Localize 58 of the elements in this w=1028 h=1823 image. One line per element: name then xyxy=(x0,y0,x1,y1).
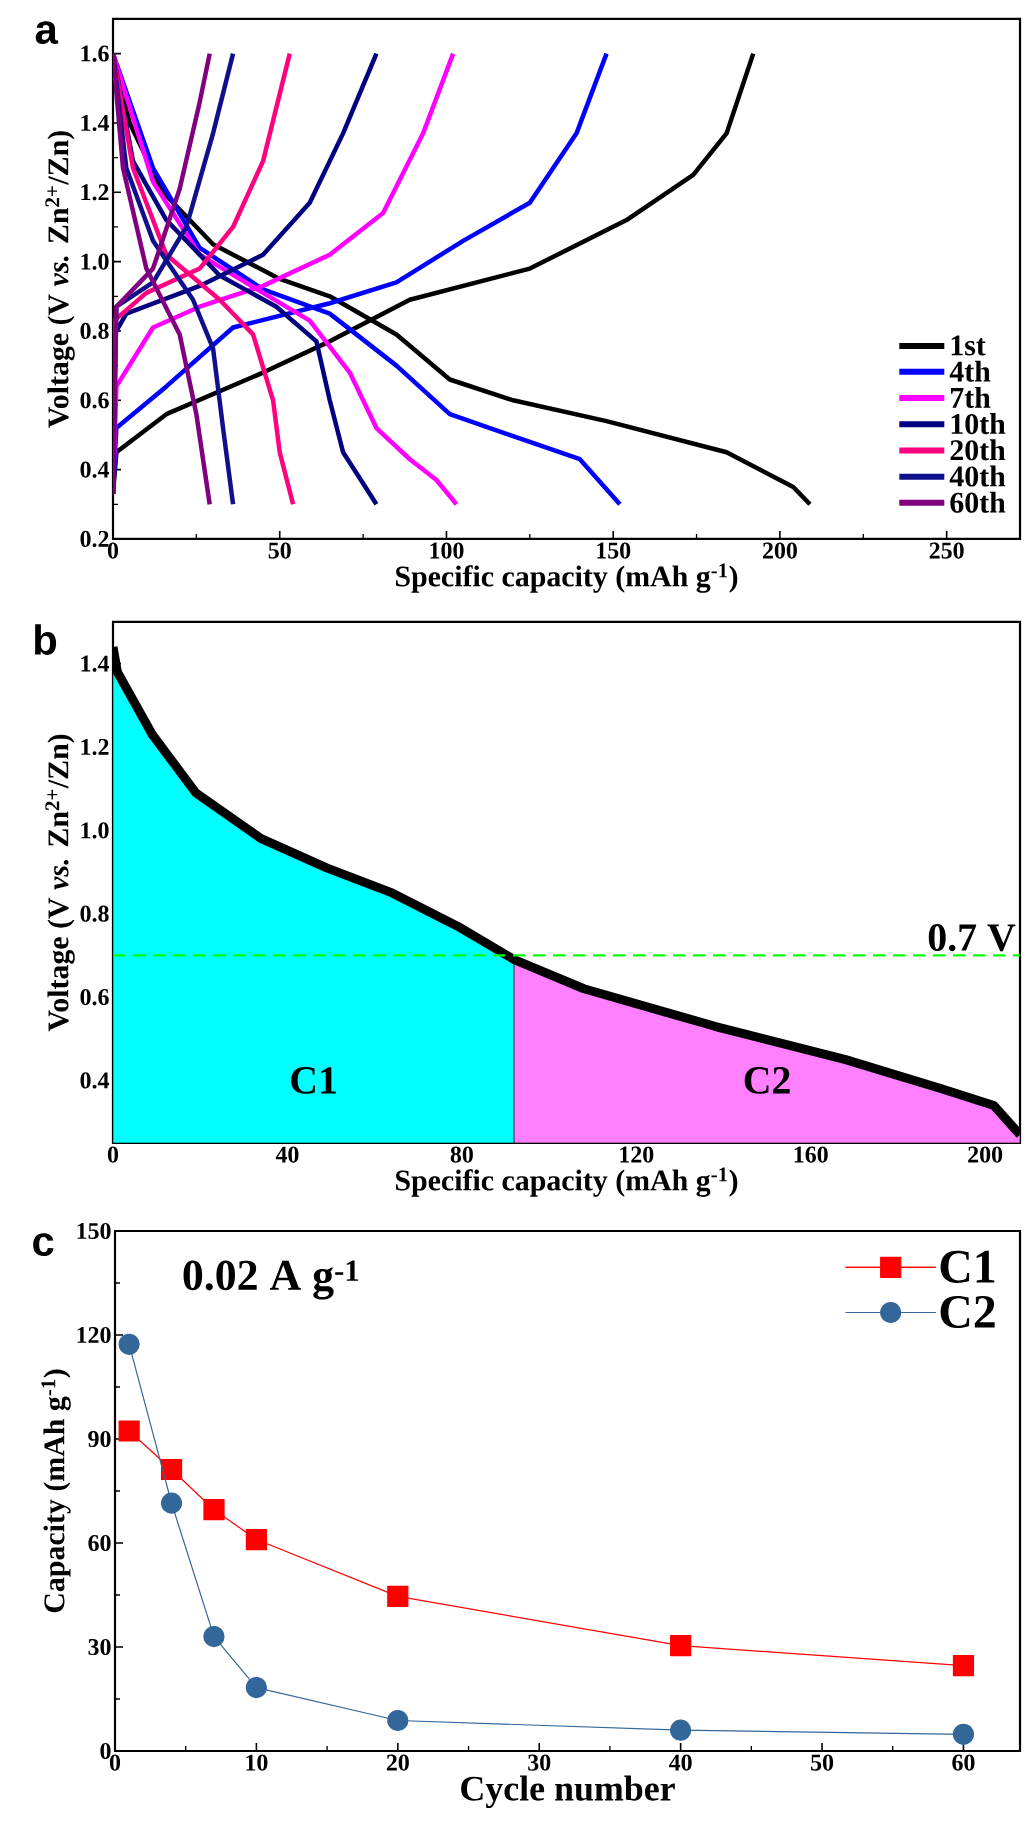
series-label: C2 xyxy=(744,1067,790,1094)
y-tick-label: 1.6 xyxy=(81,45,109,62)
x-tick-label: 30 xyxy=(528,1754,551,1771)
y-tick-label: 30 xyxy=(88,1638,111,1656)
y-tick-label: 120 xyxy=(77,1326,111,1344)
x-tick-label: 160 xyxy=(794,1146,828,1163)
legend-label: 7th xyxy=(951,386,991,408)
x-tick-label: 100 xyxy=(430,542,464,559)
x-axis-title: Specific capacity (mAh g$^{-1}$) xyxy=(396,563,738,593)
x-axis-title: Cycle number xyxy=(461,1775,675,1809)
y-tick-label: 1.2 xyxy=(81,184,109,201)
annotation: 0.02 A g$^{-1}$ xyxy=(183,1260,359,1300)
y-tick-label: 0.4 xyxy=(80,461,110,478)
x-tick-label: 40 xyxy=(275,1146,299,1163)
x-tick-label: 40 xyxy=(669,1754,692,1771)
y-tick-label: 60 xyxy=(88,1534,111,1552)
y-tick-label: 1.2 xyxy=(81,738,109,756)
text: a xyxy=(35,21,59,45)
y-tick-label: 1.4 xyxy=(81,114,110,132)
legend-label: 20th xyxy=(950,439,1006,461)
text: b xyxy=(35,624,57,655)
series-label: C1 xyxy=(291,1067,336,1094)
x-tick-label: 50 xyxy=(811,1754,834,1771)
legend-label: C1 xyxy=(940,1250,995,1283)
y-tick-label: 0 xyxy=(100,1742,111,1760)
x-tick-label: 250 xyxy=(929,542,964,559)
y-tick-label: 1.4 xyxy=(81,655,110,672)
x-tick-label: 20 xyxy=(386,1754,409,1771)
y-tick-label: 90 xyxy=(88,1430,111,1448)
legend-label: 10th xyxy=(951,413,1006,435)
y-tick-label: 0.4 xyxy=(80,1072,110,1089)
legend-label: 40th xyxy=(949,465,1006,487)
y-tick-label: 0.6 xyxy=(80,988,109,1006)
y-axis-title: Voltage (V vs. Zn$^{2+}$/Zn) xyxy=(45,734,75,1032)
y-tick-label: 0.2 xyxy=(80,530,109,548)
y-tick-label: 150 xyxy=(77,1222,111,1240)
y-tick-label: 0.6 xyxy=(80,392,109,409)
y-tick-label: 0.8 xyxy=(80,322,109,340)
x-tick-label: 200 xyxy=(968,1146,1003,1163)
legend-label: 60th xyxy=(950,491,1006,513)
x-tick-label: 80 xyxy=(450,1146,473,1163)
x-axis-title: Specific capacity (mAh g$^{-1}$) xyxy=(396,1167,738,1197)
y-tick-label: 1.0 xyxy=(81,822,109,839)
text: c xyxy=(33,1233,54,1257)
ref-line-label: 0.7 V xyxy=(928,924,1016,952)
legend-label: 1st xyxy=(951,335,986,356)
legend-label: C2 xyxy=(940,1295,995,1329)
y-tick-label: 0.8 xyxy=(80,905,109,922)
x-tick-label: 120 xyxy=(620,1146,654,1163)
x-tick-label: 200 xyxy=(762,542,797,559)
y-axis-title: Capacity (mAh g$^{-1}$) xyxy=(41,1369,71,1613)
legend-label: 4th xyxy=(949,360,991,382)
x-tick-label: 150 xyxy=(597,542,631,559)
x-tick-label: 10 xyxy=(246,1754,268,1771)
y-axis-title: Voltage (V vs. Zn$^{2+}$/Zn) xyxy=(45,131,75,428)
y-tick-label: 1.0 xyxy=(81,253,109,270)
x-tick-label: 60 xyxy=(952,1754,975,1771)
x-tick-label: 50 xyxy=(268,542,291,559)
